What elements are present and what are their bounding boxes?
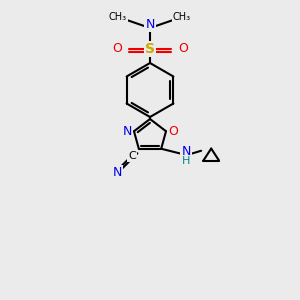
Text: C: C	[128, 151, 136, 161]
Text: CH₃: CH₃	[109, 12, 127, 22]
Text: N: N	[122, 125, 132, 138]
Text: S: S	[145, 42, 155, 56]
Text: N: N	[112, 166, 122, 179]
Text: N: N	[145, 17, 155, 31]
Text: O: O	[112, 43, 122, 56]
Text: CH₃: CH₃	[173, 12, 191, 22]
Text: O: O	[168, 125, 178, 138]
Text: O: O	[178, 43, 188, 56]
Text: H: H	[182, 156, 190, 166]
Text: N: N	[182, 145, 191, 158]
